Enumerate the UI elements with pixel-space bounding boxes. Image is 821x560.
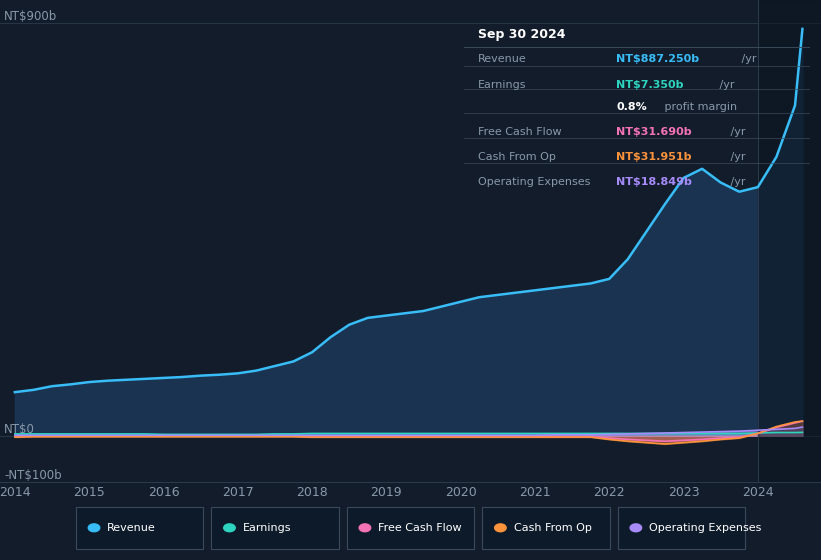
Text: Cash From Op: Cash From Op bbox=[514, 523, 591, 533]
Text: Free Cash Flow: Free Cash Flow bbox=[378, 523, 461, 533]
Text: NT$0: NT$0 bbox=[4, 423, 35, 436]
Text: Earnings: Earnings bbox=[478, 80, 526, 90]
Text: profit margin: profit margin bbox=[661, 102, 736, 111]
Text: Operating Expenses: Operating Expenses bbox=[649, 523, 761, 533]
Bar bbox=[758, 0, 821, 482]
Text: NT$887.250b: NT$887.250b bbox=[617, 54, 699, 64]
Text: NT$31.951b: NT$31.951b bbox=[617, 152, 692, 162]
Text: /yr: /yr bbox=[727, 178, 745, 187]
Text: NT$18.849b: NT$18.849b bbox=[617, 178, 692, 187]
Text: Revenue: Revenue bbox=[107, 523, 156, 533]
Text: Revenue: Revenue bbox=[478, 54, 526, 64]
Text: NT$7.350b: NT$7.350b bbox=[617, 80, 684, 90]
Text: /yr: /yr bbox=[716, 80, 735, 90]
Text: Earnings: Earnings bbox=[242, 523, 291, 533]
Text: -NT$100b: -NT$100b bbox=[4, 469, 62, 482]
Text: Free Cash Flow: Free Cash Flow bbox=[478, 127, 562, 137]
Text: Sep 30 2024: Sep 30 2024 bbox=[478, 28, 565, 41]
Text: /yr: /yr bbox=[727, 152, 745, 162]
Text: NT$900b: NT$900b bbox=[4, 10, 57, 23]
Text: Operating Expenses: Operating Expenses bbox=[478, 178, 590, 187]
Text: /yr: /yr bbox=[738, 54, 757, 64]
Text: Cash From Op: Cash From Op bbox=[478, 152, 556, 162]
Text: 0.8%: 0.8% bbox=[617, 102, 647, 111]
Text: /yr: /yr bbox=[727, 127, 745, 137]
Text: NT$31.690b: NT$31.690b bbox=[617, 127, 692, 137]
